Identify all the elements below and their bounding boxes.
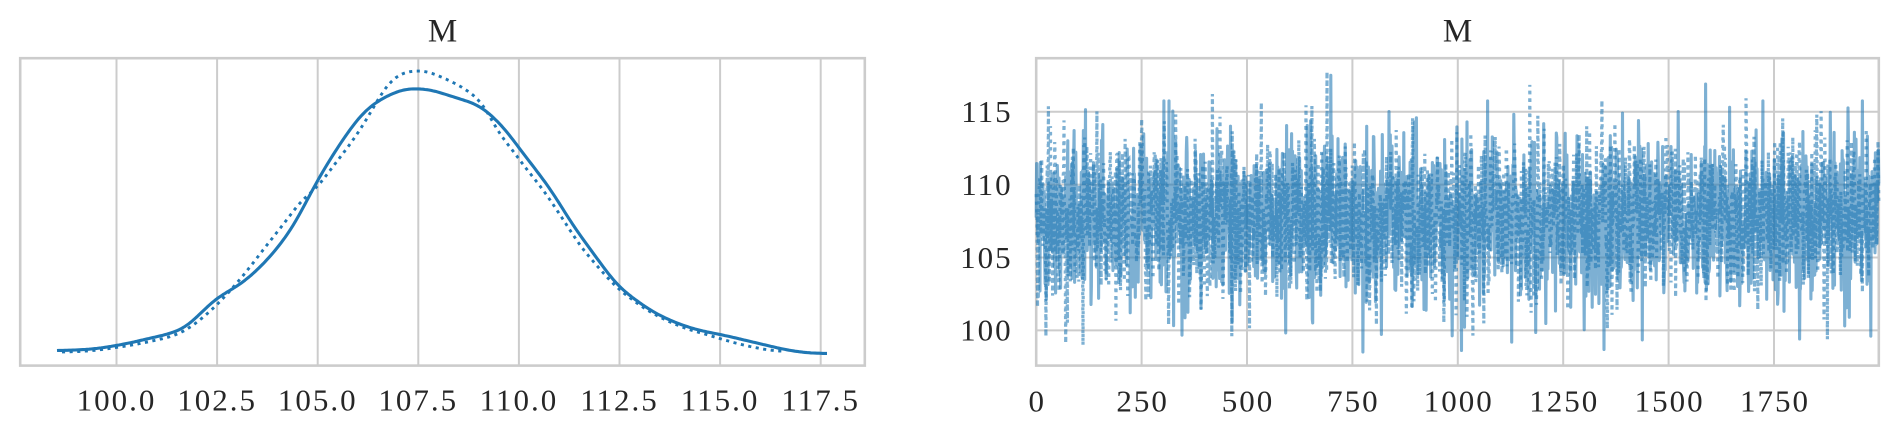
svg-text:1750: 1750 bbox=[1740, 384, 1810, 419]
svg-text:500: 500 bbox=[1222, 384, 1275, 419]
svg-text:115.0: 115.0 bbox=[681, 383, 760, 418]
svg-text:110.0: 110.0 bbox=[480, 383, 559, 418]
svg-text:750: 750 bbox=[1327, 384, 1380, 419]
svg-text:105: 105 bbox=[960, 240, 1013, 275]
svg-text:100: 100 bbox=[960, 313, 1013, 348]
svg-text:112.5: 112.5 bbox=[580, 383, 659, 418]
svg-text:0: 0 bbox=[1028, 384, 1046, 419]
svg-text:110: 110 bbox=[961, 167, 1012, 202]
svg-text:107.5: 107.5 bbox=[378, 383, 458, 418]
svg-text:1000: 1000 bbox=[1424, 384, 1494, 419]
svg-text:M: M bbox=[428, 14, 457, 50]
svg-text:250: 250 bbox=[1116, 384, 1169, 419]
svg-text:102.5: 102.5 bbox=[177, 383, 257, 418]
svg-text:100.0: 100.0 bbox=[77, 383, 157, 418]
svg-text:115: 115 bbox=[961, 94, 1012, 129]
svg-text:117.5: 117.5 bbox=[781, 383, 860, 418]
svg-text:M: M bbox=[1443, 14, 1472, 50]
svg-text:105.0: 105.0 bbox=[278, 383, 358, 418]
svg-text:1250: 1250 bbox=[1529, 384, 1599, 419]
svg-text:1500: 1500 bbox=[1635, 384, 1705, 419]
